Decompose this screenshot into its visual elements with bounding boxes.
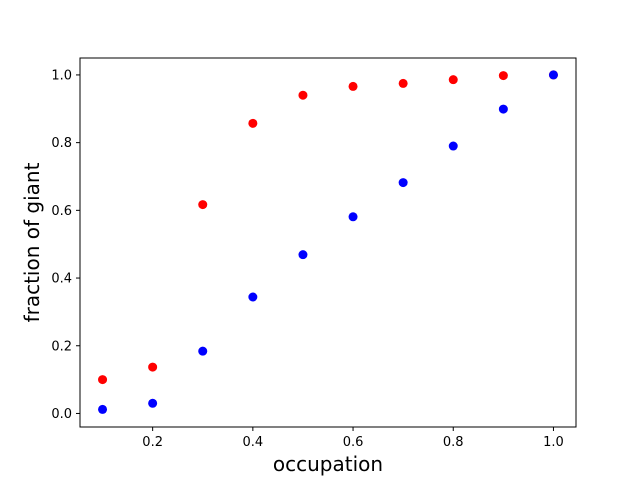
x-axis-label: occupation [273,452,383,476]
data-point-s0-2 [198,200,208,210]
y-tick-label: 0.6 [51,204,72,219]
data-points [98,70,558,414]
y-tick-label: 0.4 [51,272,72,287]
data-point-s1-4 [298,250,308,260]
data-point-s0-7 [448,75,458,85]
y-tick-label: 1.0 [51,68,72,83]
data-point-s1-6 [398,178,408,188]
data-point-s1-7 [448,141,458,151]
data-point-s1-2 [198,346,208,356]
data-point-s1-1 [148,398,158,408]
data-point-s0-3 [248,118,258,128]
data-point-s1-0 [98,404,108,414]
data-point-s0-5 [348,81,358,91]
data-point-s0-0 [98,375,108,385]
y-axis-ticks: 0.0 0.2 0.4 0.6 0.8 1.0 [51,68,80,422]
data-point-s1-5 [348,212,358,222]
y-tick-label: 0.8 [51,136,72,151]
data-point-s1-8 [498,104,508,114]
x-tick-label: 1.0 [543,435,564,450]
y-tick-label: 0.0 [51,407,72,422]
data-point-s0-6 [398,78,408,88]
data-point-s1-3 [248,292,258,302]
x-tick-label: 0.2 [142,435,163,450]
y-axis-label: fraction of giant [20,162,44,322]
data-point-s1-9 [548,70,558,80]
x-axis-ticks: 0.2 0.4 0.6 0.8 1.0 [142,427,564,450]
x-tick-label: 0.6 [343,435,364,450]
x-tick-label: 0.8 [443,435,464,450]
plot-frame [79,57,577,428]
y-tick-label: 0.2 [51,339,72,354]
data-point-s0-1 [148,362,158,372]
data-point-s0-4 [298,90,308,100]
data-point-s0-8 [498,71,508,81]
x-tick-label: 0.4 [243,435,264,450]
